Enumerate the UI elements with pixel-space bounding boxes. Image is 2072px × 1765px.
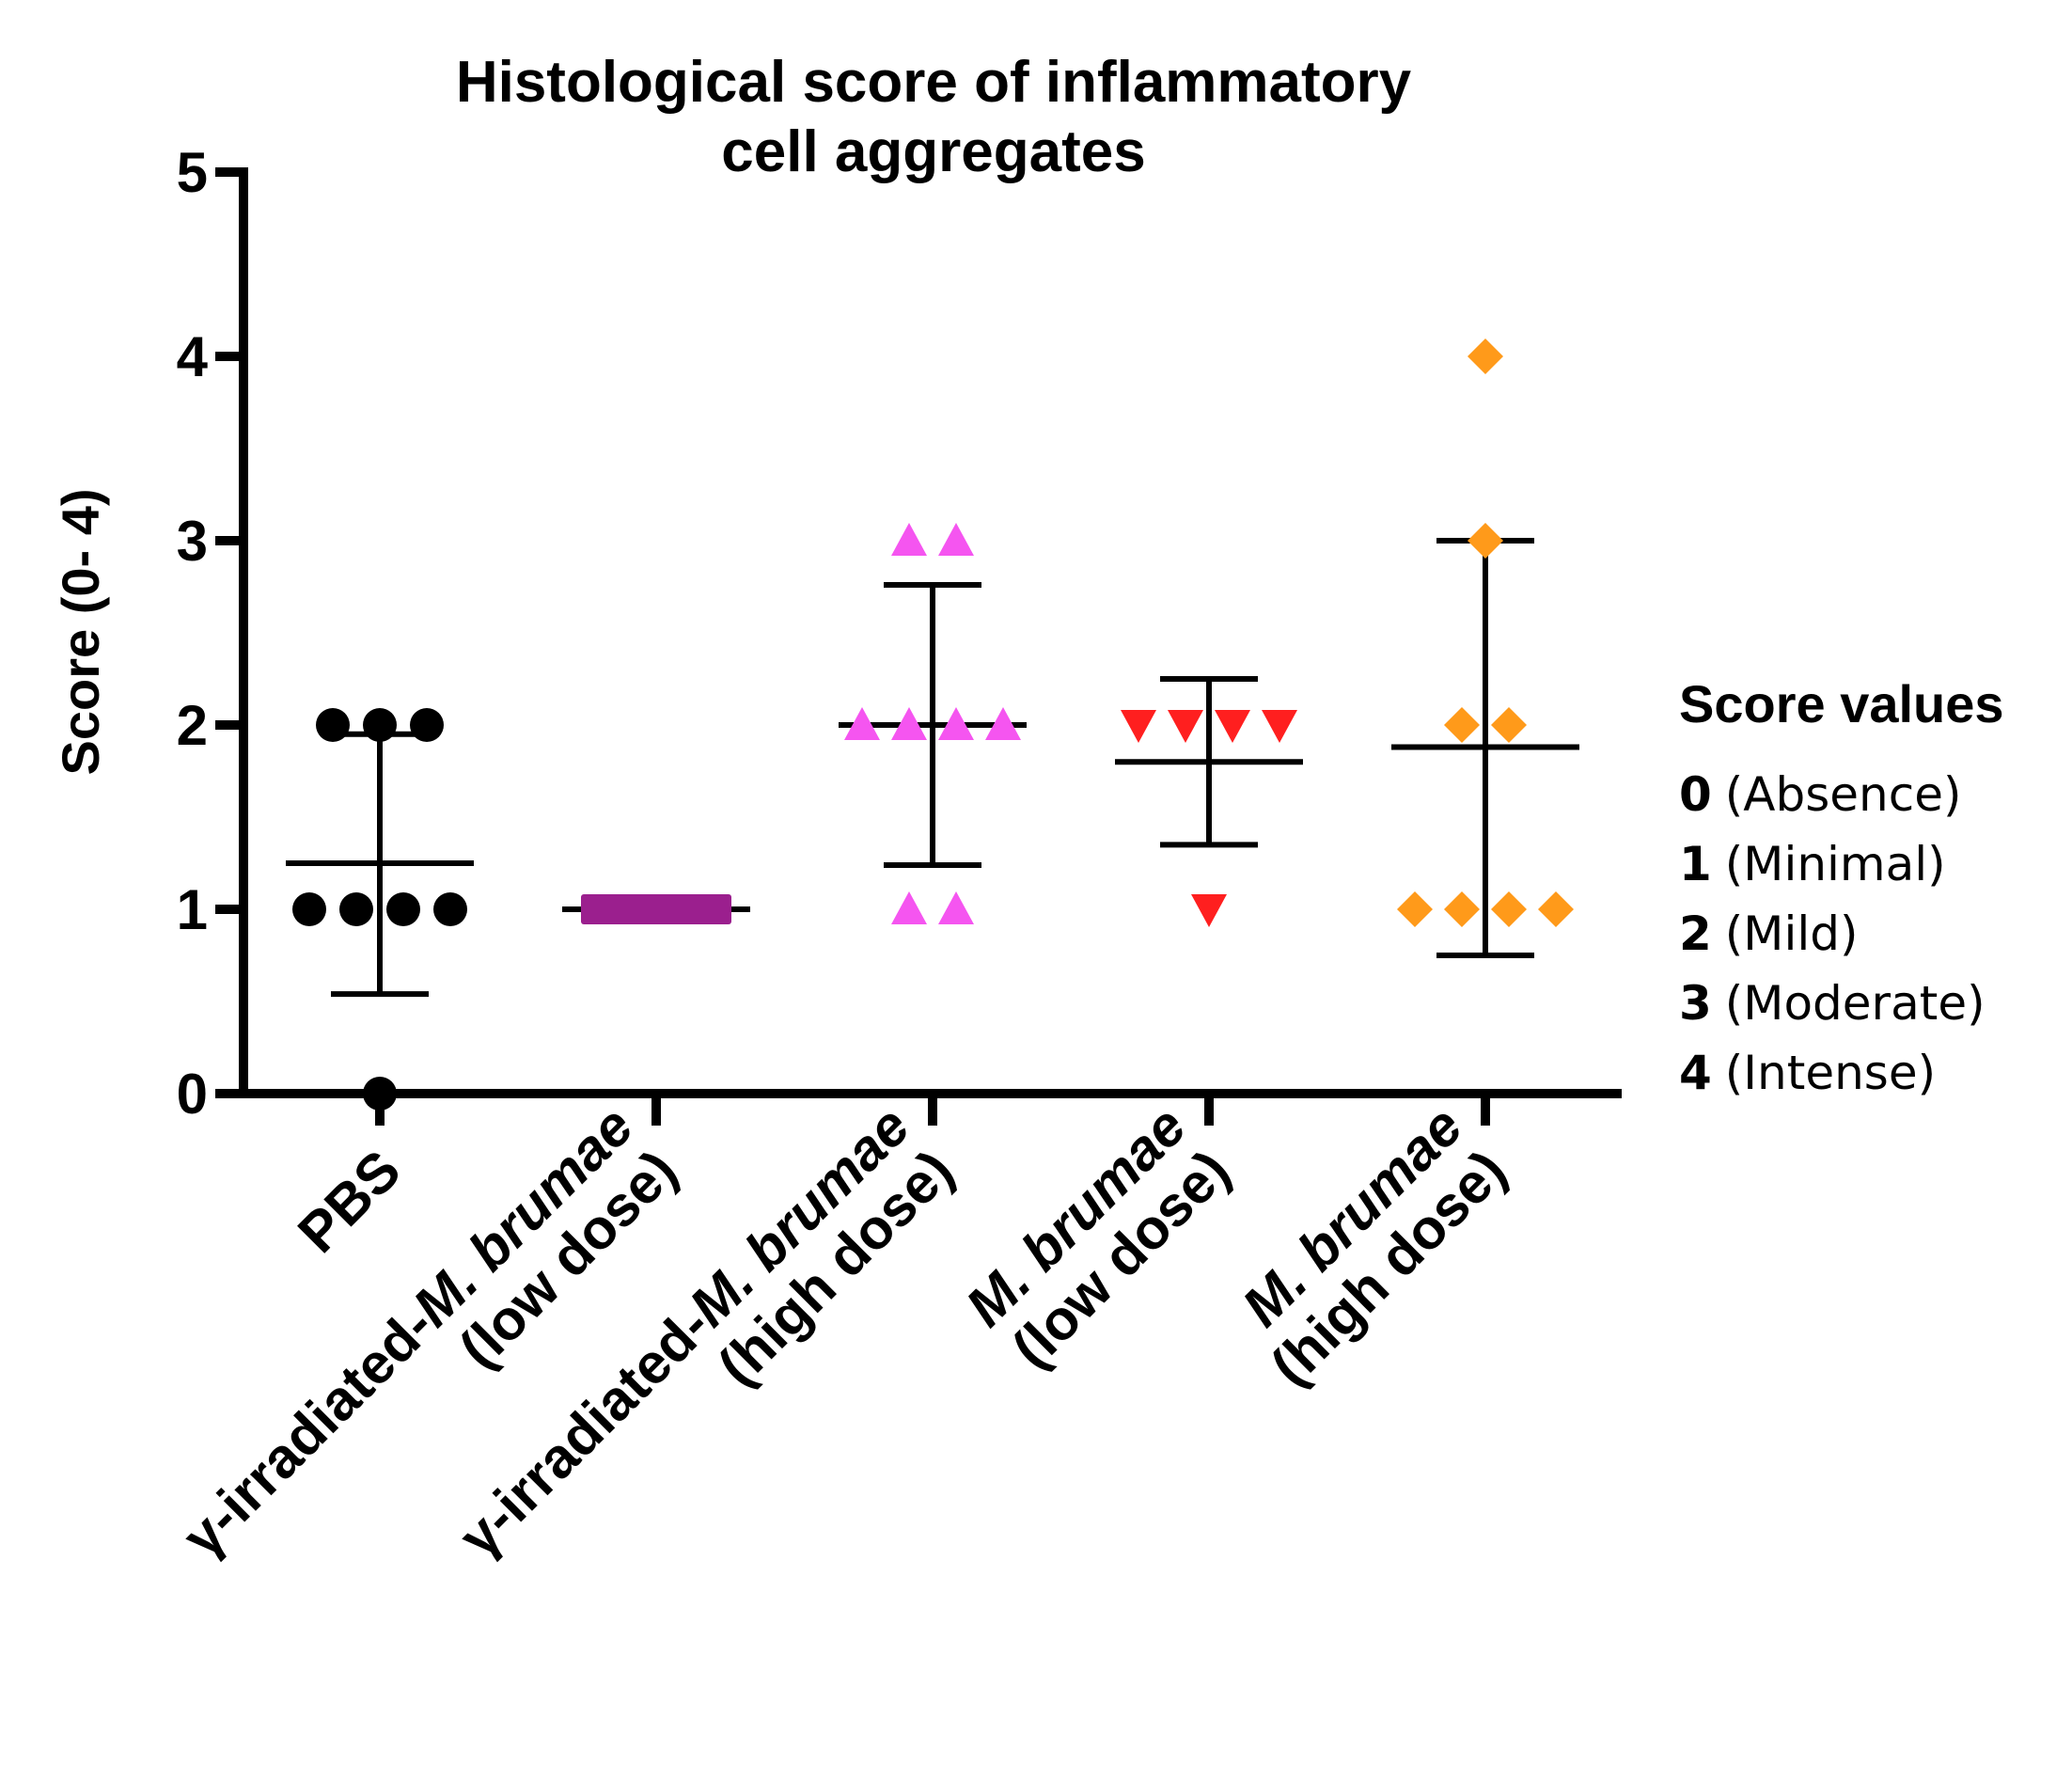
legend-item: 2 (Mild) (1679, 906, 1858, 961)
y-tick-label: 2 (177, 694, 208, 757)
data-point-3 (1215, 710, 1250, 743)
x-tick-label: γ-irradiated-M. brumae(low dose) (170, 1095, 688, 1613)
y-tick-label: 3 (177, 510, 208, 573)
data-point-4 (1444, 891, 1480, 927)
data-point-0 (386, 892, 420, 926)
chart-title-line: cell aggregates (721, 119, 1145, 184)
legend-score: 1 (1679, 837, 1712, 891)
x-tick-label-line: PBS (286, 1138, 413, 1265)
data-point-3 (1262, 710, 1297, 743)
x-tick-label: PBS (286, 1138, 413, 1265)
data-point-4 (1491, 891, 1527, 927)
data-point-4 (1491, 707, 1527, 743)
legend-item: 3 (Moderate) (1679, 976, 1986, 1031)
legend-item: 1 (Minimal) (1679, 837, 1946, 891)
legend-label: (Intense) (1725, 1046, 1936, 1100)
y-tick-label: 4 (177, 325, 209, 388)
legend-score: 2 (1679, 906, 1712, 961)
legend-label: (Absence) (1725, 767, 1962, 822)
legend-score: 0 (1679, 767, 1712, 822)
x-tick-label-part: γ-irradiated- (170, 1294, 446, 1569)
data-point-2 (891, 891, 927, 924)
y-axis-label: Score (0- 4) (51, 489, 110, 776)
legend-label: (Moderate) (1725, 976, 1986, 1031)
data-point-0 (292, 892, 326, 926)
data-point-3 (1191, 894, 1227, 927)
data-point-1 (581, 894, 731, 924)
x-tick-label-line: γ-irradiated- (170, 1294, 446, 1569)
data-point-2 (844, 707, 880, 740)
x-tick-label-part: PBS (286, 1138, 413, 1265)
data-point-2 (891, 707, 927, 740)
data-point-2 (938, 707, 974, 740)
legend-label: (Minimal) (1725, 837, 1946, 891)
data-point-2 (891, 523, 927, 556)
x-tick-label: M. brumae(high dose) (1215, 1095, 1518, 1398)
data-point-0 (363, 708, 397, 742)
error-bars (286, 538, 1579, 998)
data-point-4 (1444, 707, 1480, 743)
y-tick-label: 1 (177, 878, 208, 941)
legend-item: 4 (Intense) (1679, 1046, 1936, 1100)
y-tick-label: 5 (177, 141, 208, 204)
legend-label: (Mild) (1725, 906, 1859, 961)
legend-score: 4 (1679, 1046, 1712, 1100)
chart-title: Histological score of inflammatory cell a… (456, 50, 1412, 184)
data-point-0 (410, 708, 444, 742)
legend-title: Score values (1679, 674, 2004, 733)
data-point-2 (938, 523, 974, 556)
data-point-2 (938, 891, 974, 924)
data-point-2 (985, 707, 1021, 740)
x-tick-label: M. brumae(low dose) (954, 1095, 1242, 1382)
legend-item: 0 (Absence) (1679, 767, 1962, 822)
axes: 0 1 2 3 4 5 (177, 141, 1622, 1126)
chart-title-line: Histological score of inflammatory (456, 50, 1412, 115)
data-point-0 (433, 892, 467, 926)
data-point-3 (1121, 710, 1156, 743)
legend: Score values 0 (Absence)1 (Minimal)2 (Mild)… (1679, 674, 2004, 1100)
data-point-0 (316, 708, 350, 742)
data-point-0 (363, 1077, 397, 1111)
data-point-4 (1468, 523, 1503, 559)
data-point-4 (1397, 891, 1433, 927)
data-point-3 (1168, 710, 1203, 743)
legend-score: 3 (1679, 976, 1712, 1031)
data-point-4 (1468, 339, 1503, 374)
data-point-0 (339, 892, 373, 926)
data-points (292, 339, 1574, 1111)
y-tick-label: 0 (177, 1063, 208, 1126)
data-point-4 (1538, 891, 1574, 927)
